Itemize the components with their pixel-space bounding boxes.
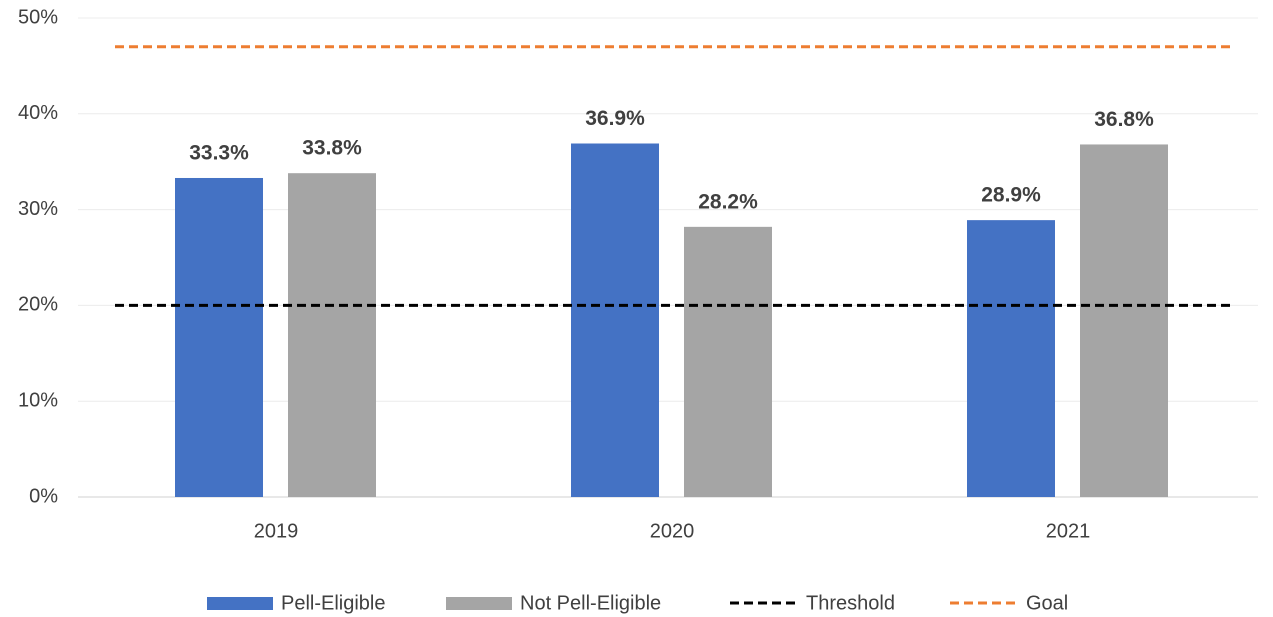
value-label: 28.2% — [698, 190, 758, 213]
y-tick-label: 0% — [29, 485, 58, 507]
legend-label: Not Pell-Eligible — [520, 592, 661, 614]
value-label: 33.8% — [302, 137, 362, 160]
y-tick-label: 30% — [18, 198, 58, 220]
bar — [288, 173, 376, 498]
legend-label: Goal — [1026, 592, 1068, 614]
legend-label: Pell-Eligible — [281, 592, 386, 614]
bar — [684, 226, 772, 497]
x-tick-label: 2020 — [650, 520, 695, 542]
legend-swatch — [207, 597, 273, 610]
legend-label: Threshold — [806, 592, 895, 614]
y-tick-label: 50% — [18, 6, 58, 28]
bar — [571, 143, 659, 498]
y-tick-label: 20% — [18, 294, 58, 316]
x-tick-label: 2019 — [254, 520, 299, 542]
value-label: 33.3% — [189, 142, 249, 165]
value-label: 36.9% — [585, 107, 645, 130]
y-tick-label: 40% — [18, 102, 58, 124]
bar — [967, 220, 1055, 497]
bar — [175, 177, 263, 497]
y-tick-label: 10% — [18, 389, 58, 411]
value-label: 28.9% — [981, 184, 1041, 207]
bar — [1080, 144, 1168, 497]
x-tick-label: 2021 — [1046, 520, 1091, 542]
value-label: 36.8% — [1094, 108, 1154, 131]
legend-swatch — [446, 597, 512, 610]
